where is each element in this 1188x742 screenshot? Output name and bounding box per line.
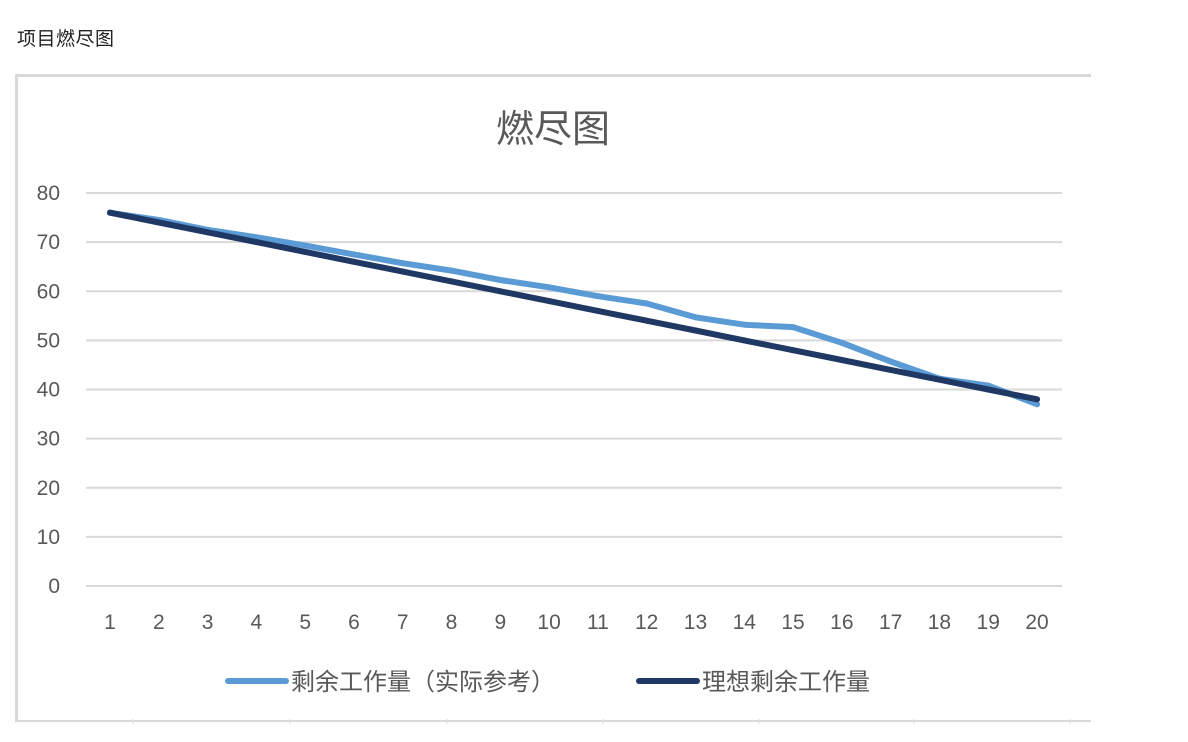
x-tick-label: 6	[348, 611, 360, 634]
series-1-point	[594, 293, 601, 300]
x-tick-label: 18	[928, 611, 951, 634]
series-1-point	[741, 321, 748, 328]
y-tick-label: 80	[37, 182, 60, 205]
page-heading: 项目燃尽图	[17, 28, 115, 50]
legend-label-2: 理想剩余工作量	[702, 668, 870, 696]
x-axis-ticks: 1 2 3 4 5 6 7 8 9 10 11 12 13 14 15 16 17 18 19 20	[104, 611, 1049, 634]
series-2-point	[692, 327, 699, 334]
y-tick-label: 20	[37, 477, 60, 500]
x-tick-label: 9	[494, 611, 506, 634]
series-2-point	[643, 317, 650, 324]
x-tick-label: 7	[397, 611, 409, 634]
series-1-point	[448, 267, 455, 274]
series-1-point	[838, 339, 845, 346]
chart-area-frame	[15, 74, 1091, 722]
series-lines	[107, 209, 1040, 408]
y-axis-ticks: 0 10 20 30 40 50 60 70 80	[37, 182, 60, 598]
y-tick-label: 10	[37, 526, 60, 549]
x-tick-label: 10	[537, 611, 560, 634]
series-2-point	[887, 366, 894, 373]
series-2-point	[497, 288, 504, 295]
gridlines	[86, 192, 1062, 587]
x-tick-label: 2	[153, 611, 165, 634]
x-tick-label: 4	[251, 611, 263, 634]
series-1-point	[790, 324, 797, 331]
x-tick-label: 15	[781, 611, 804, 634]
y-tick-label: 30	[37, 428, 60, 451]
series-1-point	[643, 300, 650, 307]
series-2-point	[448, 278, 455, 285]
series-line-2	[107, 209, 1040, 403]
series-2-point	[790, 347, 797, 354]
series-2-point	[204, 229, 211, 236]
series-2-point	[399, 268, 406, 275]
y-tick-label: 60	[37, 280, 60, 303]
y-tick-label: 40	[37, 379, 60, 402]
series-2-point	[936, 376, 943, 383]
series-1-point	[253, 234, 260, 241]
x-tick-label: 17	[879, 611, 902, 634]
x-tick-label: 20	[1025, 611, 1048, 634]
series-2-point	[107, 209, 113, 216]
series-2-point	[155, 219, 162, 226]
frame-bottom-ticks	[132, 719, 1071, 724]
series-1-point	[887, 358, 894, 365]
series-1-point	[692, 314, 699, 321]
legend-label-1: 剩余工作量（实际参考）	[291, 668, 555, 696]
series-1-point	[302, 242, 309, 249]
series-1-point	[350, 251, 357, 258]
series-2-point	[302, 248, 309, 255]
series-2-point	[838, 357, 845, 364]
chart-title: 燃尽图	[496, 107, 610, 151]
x-tick-label: 8	[446, 611, 458, 634]
x-tick-label: 1	[104, 611, 116, 634]
series-2-point	[985, 386, 992, 393]
x-tick-label: 12	[635, 611, 658, 634]
series-2-point	[741, 337, 748, 344]
x-tick-label: 13	[684, 611, 707, 634]
x-tick-label: 11	[587, 611, 609, 634]
series-1-point	[546, 284, 553, 291]
x-tick-label: 5	[299, 611, 311, 634]
series-2-point	[1034, 396, 1040, 403]
series-1-point	[1034, 401, 1040, 408]
x-tick-label: 14	[733, 611, 757, 634]
series-2-point	[594, 307, 601, 314]
y-tick-label: 0	[48, 575, 60, 598]
series-1-point	[497, 276, 504, 283]
series-1-point	[399, 260, 406, 267]
series-2-point	[253, 239, 260, 246]
series-line-1	[107, 209, 1040, 408]
y-tick-label: 50	[37, 329, 60, 352]
series-2-point	[350, 258, 357, 265]
series-2-point	[546, 298, 553, 305]
x-tick-label: 16	[830, 611, 853, 634]
legend: 剩余工作量（实际参考） 理想剩余工作量	[225, 668, 870, 696]
x-tick-label: 19	[977, 611, 1000, 634]
y-tick-label: 70	[37, 231, 60, 254]
x-tick-label: 3	[202, 611, 214, 634]
